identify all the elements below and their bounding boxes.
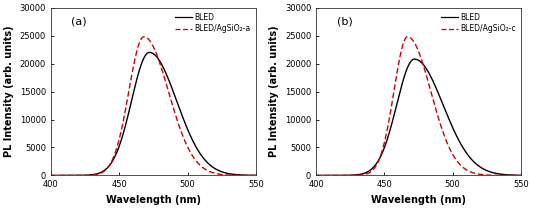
Y-axis label: PL Intensity (arb. units): PL Intensity (arb. units) bbox=[269, 26, 279, 157]
BLED/AgSiO₂-a bbox=[141, 36, 147, 38]
BLED bbox=[313, 174, 319, 177]
BLED bbox=[366, 170, 372, 172]
BLED/AgSiO₂-c bbox=[518, 174, 524, 177]
Line: BLED/AgSiO₂-a: BLED/AgSiO₂-a bbox=[51, 37, 256, 175]
BLED/AgSiO₂-a bbox=[185, 147, 191, 149]
BLED bbox=[518, 174, 524, 177]
BLED/AgSiO₂-a bbox=[84, 174, 91, 177]
BLED bbox=[406, 64, 412, 66]
BLED bbox=[185, 129, 191, 132]
BLED bbox=[434, 89, 440, 92]
BLED bbox=[411, 58, 418, 60]
Line: BLED/AgSiO₂-c: BLED/AgSiO₂-c bbox=[316, 37, 521, 175]
BLED bbox=[467, 157, 474, 160]
BLED/AgSiO₂-a bbox=[48, 174, 54, 177]
BLED bbox=[48, 174, 54, 177]
Legend: BLED, BLED/AgSiO₂-a: BLED, BLED/AgSiO₂-a bbox=[174, 11, 252, 35]
BLED/AgSiO₂-c bbox=[434, 112, 440, 115]
BLED bbox=[100, 170, 107, 172]
Line: BLED: BLED bbox=[51, 52, 256, 175]
BLED/AgSiO₂-c bbox=[366, 172, 372, 174]
BLED/AgSiO₂-c bbox=[406, 36, 413, 38]
BLED/AgSiO₂-a bbox=[141, 36, 147, 38]
BLED/AgSiO₂-c bbox=[450, 154, 456, 157]
BLED bbox=[203, 159, 209, 162]
BLED bbox=[450, 128, 456, 130]
Line: BLED: BLED bbox=[316, 59, 521, 175]
Text: (a): (a) bbox=[71, 16, 87, 26]
BLED bbox=[349, 174, 356, 176]
X-axis label: Wavelength (nm): Wavelength (nm) bbox=[371, 195, 466, 205]
BLED/AgSiO₂-a bbox=[203, 168, 209, 171]
BLED/AgSiO₂-c bbox=[467, 171, 474, 173]
BLED/AgSiO₂-c bbox=[313, 174, 319, 177]
BLED/AgSiO₂-a bbox=[169, 102, 175, 105]
BLED bbox=[169, 87, 175, 90]
Y-axis label: PL Intensity (arb. units): PL Intensity (arb. units) bbox=[4, 26, 14, 157]
X-axis label: Wavelength (nm): Wavelength (nm) bbox=[106, 195, 201, 205]
BLED/AgSiO₂-a bbox=[253, 174, 259, 177]
Text: (b): (b) bbox=[336, 16, 352, 26]
BLED bbox=[146, 51, 152, 54]
BLED/AgSiO₂-c bbox=[349, 174, 356, 177]
BLED bbox=[141, 57, 147, 60]
BLED bbox=[84, 174, 91, 176]
Legend: BLED, BLED/AgSiO₂-c: BLED, BLED/AgSiO₂-c bbox=[439, 11, 517, 35]
BLED bbox=[253, 174, 259, 177]
BLED/AgSiO₂-c bbox=[405, 36, 411, 38]
BLED/AgSiO₂-a bbox=[100, 170, 107, 173]
